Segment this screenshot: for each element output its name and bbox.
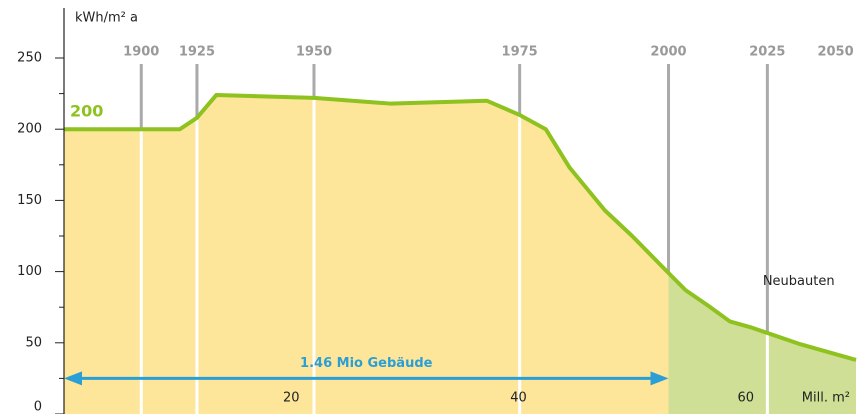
year-label: 1975 [502, 45, 538, 60]
year-label: 2025 [749, 45, 785, 60]
arrow-label: 1.46 Mio Gebäude [300, 356, 433, 371]
y-axis-label: kWh/m² a [75, 11, 138, 26]
y-tick-label: 0 [34, 400, 42, 414]
year-label: 1900 [123, 45, 159, 60]
arrow-head [64, 371, 82, 386]
y-tick-label: 150 [17, 193, 42, 208]
year-label: 1950 [296, 45, 332, 60]
y-tick-label: 200 [17, 122, 42, 137]
y-tick-label: 250 [17, 51, 42, 66]
y-tick-label: 50 [25, 335, 42, 350]
area-existing [64, 95, 669, 414]
x-tick-label: 20 [283, 391, 300, 406]
area-new [668, 273, 856, 414]
year-label: 2050 [817, 45, 853, 60]
year-label: 2000 [650, 45, 686, 60]
x-tick-label: 40 [510, 391, 527, 406]
x-tick-label: 60 [738, 391, 755, 406]
series-line [64, 93, 857, 362]
series-label: 200 [70, 102, 103, 121]
x-axis-label: Mill. m² [802, 391, 850, 406]
y-tick-label: 100 [17, 264, 42, 279]
year-label: 1925 [179, 45, 215, 60]
arrow-head [650, 371, 669, 386]
annotation: Neubauten [763, 274, 835, 289]
